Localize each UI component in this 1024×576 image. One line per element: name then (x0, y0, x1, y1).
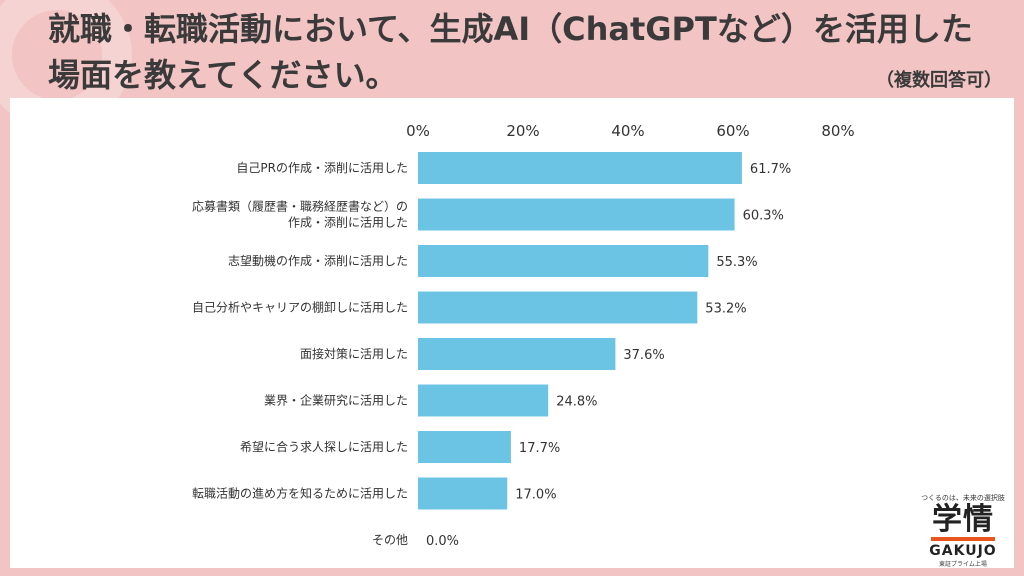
data-label: 60.3% (743, 209, 784, 224)
category-label: 希望に合う求人探しに活用した (240, 439, 408, 454)
data-label: 61.7% (750, 162, 791, 177)
bar (418, 338, 616, 370)
category-label: 自己分析やキャリアの棚卸しに活用した (192, 300, 408, 315)
x-tick-label: 60% (716, 122, 749, 140)
data-label: 37.6% (623, 348, 664, 363)
logo-accent-bar (931, 537, 995, 541)
bar (418, 477, 508, 510)
page-title: 就職・転職活動において、生成AI（ChatGPTなど）を活用した場面を教えてくだ… (48, 10, 973, 94)
bar (418, 152, 742, 184)
category-label: 応募書類（履歴書・職務経歴書など）の作成・添削に活用した (192, 200, 408, 230)
logo-subtitle: 東証プライム上場 (939, 561, 987, 568)
logo-kanji: 学情 (932, 502, 994, 537)
category-label: 転職活動の進め方を知るために活用した (192, 486, 408, 501)
data-label: 55.3% (716, 255, 757, 270)
bar (418, 245, 709, 277)
x-tick-label: 20% (506, 122, 539, 140)
data-label: 17.0% (515, 488, 556, 503)
logo-tagline: つくるのは、未来の選択肢 (921, 494, 1005, 502)
bar (418, 198, 735, 231)
bar (418, 384, 549, 417)
gakujo-logo: つくるのは、未来の選択肢 学情 GAKUJO 東証プライム上場 (914, 493, 1012, 568)
x-tick-label: 80% (821, 122, 854, 140)
x-tick-label: 0% (406, 122, 430, 140)
data-label: 24.8% (556, 395, 597, 410)
category-label: 志望動機の作成・添削に活用した (228, 253, 408, 268)
bar (418, 291, 698, 324)
category-label: 自己PRの作成・添削に活用した (236, 161, 408, 175)
bar (418, 431, 511, 463)
chart-panel: 0% 20% 40% 60% 80% 61.7% 自己PRの作成・添削に活用した 60.3% 応… (10, 98, 1014, 568)
category-label: その他 (372, 533, 408, 547)
data-label: 17.7% (519, 441, 560, 456)
multiple-answer-note: （複数回答可） (876, 70, 1002, 91)
x-tick-label: 40% (611, 122, 644, 140)
category-label: 業界・企業研究に活用した (264, 393, 408, 408)
logo-name: GAKUJO (929, 543, 997, 559)
data-label: 53.2% (705, 302, 746, 317)
data-label: 0.0% (426, 534, 459, 549)
bar-chart: 0% 20% 40% 60% 80% 61.7% 自己PRの作成・添削に活用した 60.3% 応… (192, 122, 855, 549)
category-label: 面接対策に活用した (300, 346, 408, 361)
